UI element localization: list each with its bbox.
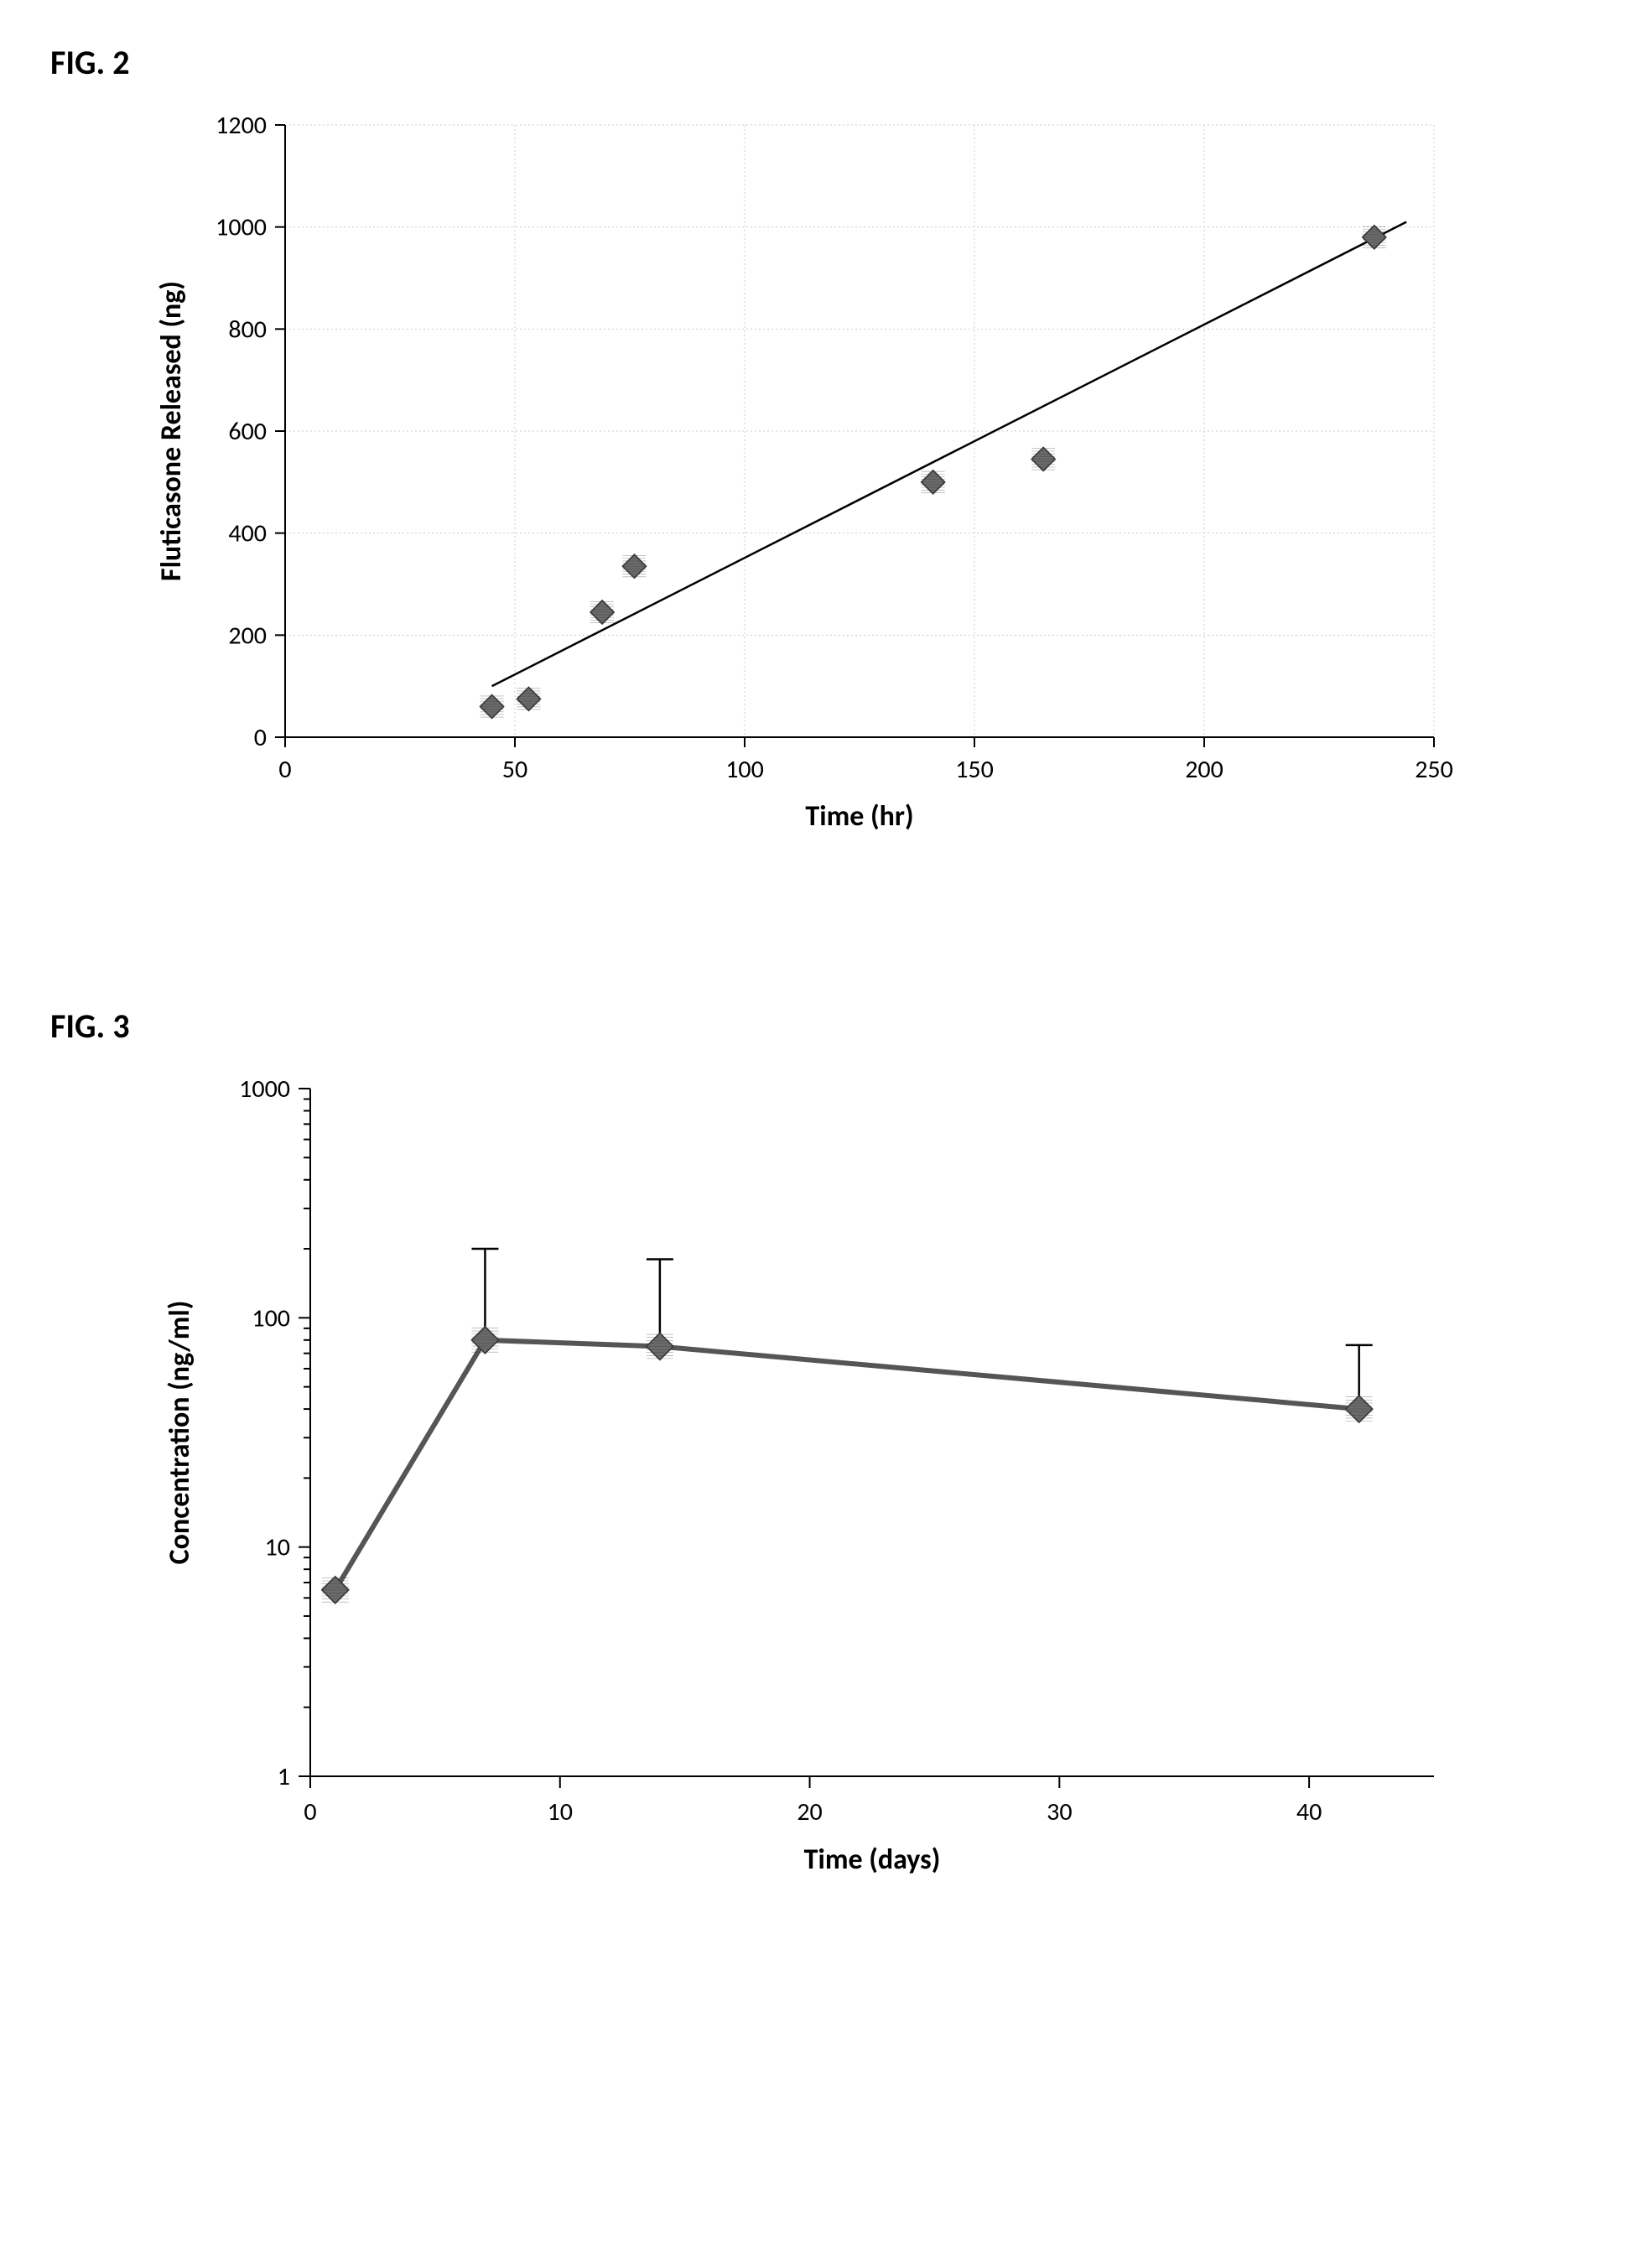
svg-text:800: 800	[228, 314, 267, 345]
svg-text:30: 30	[1047, 1796, 1072, 1827]
svg-text:100: 100	[252, 1302, 290, 1333]
svg-text:40: 40	[1296, 1796, 1322, 1827]
svg-text:20: 20	[797, 1796, 822, 1827]
svg-text:0: 0	[254, 722, 267, 753]
svg-text:0: 0	[304, 1796, 316, 1827]
svg-text:400: 400	[228, 518, 267, 549]
x-axis-title: Time (hr)	[805, 799, 913, 834]
svg-text:0: 0	[278, 754, 291, 785]
svg-text:250: 250	[1415, 754, 1453, 785]
svg-text:1200: 1200	[216, 110, 267, 141]
y-axis-title: Fluticasone Released (ng)	[154, 281, 189, 581]
svg-text:200: 200	[1185, 754, 1223, 785]
svg-text:1000: 1000	[216, 212, 267, 243]
figure-3: FIG. 3 0 10 20 30 40 1 10 100 1000 Time (days) Con…	[42, 1006, 1610, 1902]
series-line	[335, 1340, 1359, 1590]
line-chart: 0 10 20 30 40 1 10 100 1000 Time (days) Concentrat…	[143, 1063, 1484, 1902]
svg-text:1000: 1000	[239, 1073, 290, 1105]
figure-2: FIG. 2 0 50 100 150 200 250 0 200 400 600 800 1000 1…	[42, 42, 1610, 855]
x-axis-title: Time (days)	[804, 1843, 941, 1877]
scatter-chart: 0 50 100 150 200 250 0 200 400 600 800 1000 1200 Time…	[143, 100, 1484, 855]
svg-text:10: 10	[548, 1796, 573, 1827]
figure-3-chart: 0 10 20 30 40 1 10 100 1000 Time (days) Concentrat…	[143, 1063, 1610, 1902]
svg-text:50: 50	[502, 754, 527, 785]
figure-2-label: FIG. 2	[50, 42, 1610, 83]
svg-text:100: 100	[725, 754, 764, 785]
trendline	[492, 222, 1407, 687]
svg-text:600: 600	[228, 416, 267, 447]
y-axis-title: Concentration (ng/ml)	[163, 1301, 197, 1565]
svg-text:1: 1	[278, 1761, 290, 1792]
figure-2-chart: 0 50 100 150 200 250 0 200 400 600 800 1000 1200 Time…	[143, 100, 1610, 855]
svg-text:150: 150	[955, 754, 994, 785]
svg-text:200: 200	[228, 620, 267, 651]
figure-3-label: FIG. 3	[50, 1006, 1610, 1047]
svg-text:10: 10	[265, 1532, 290, 1563]
